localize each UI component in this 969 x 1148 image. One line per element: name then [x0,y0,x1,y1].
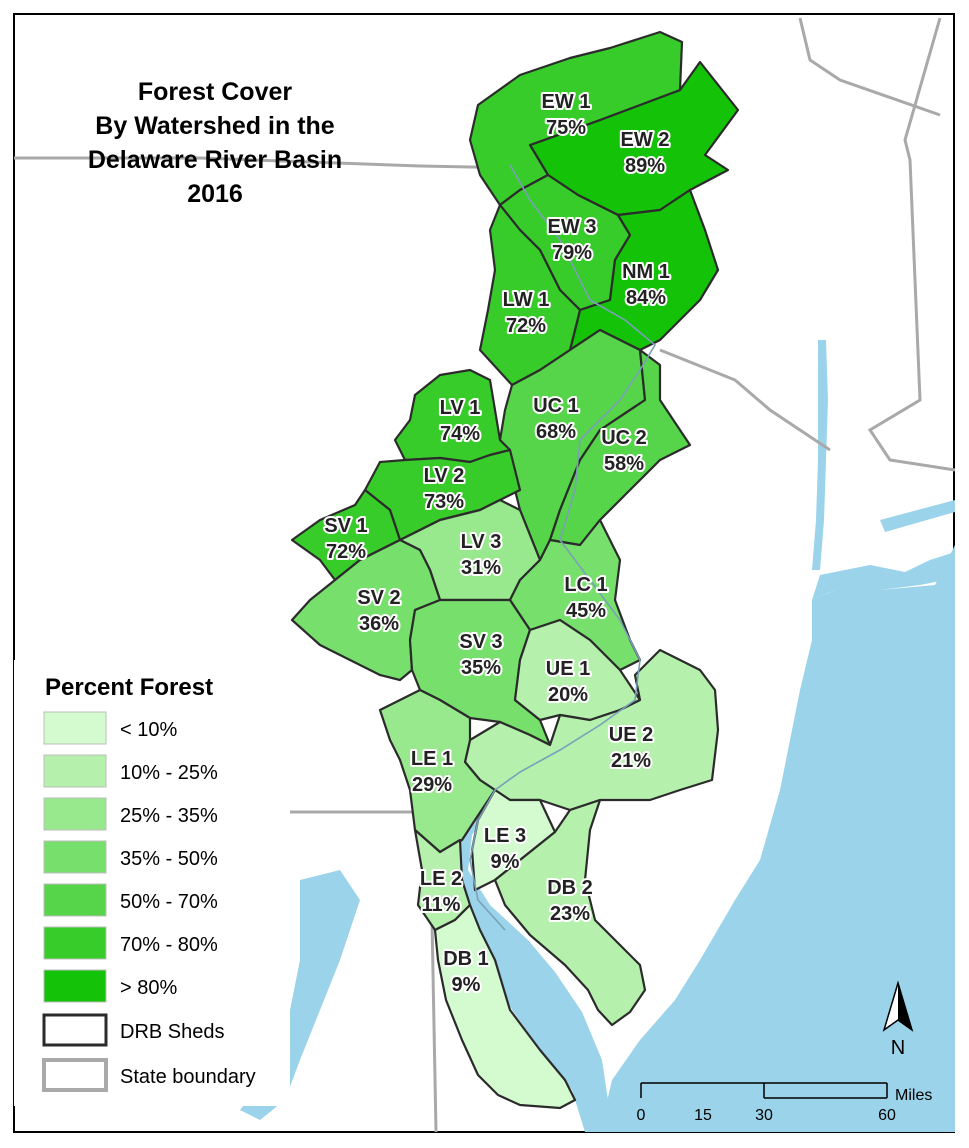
delaware-bay [458,795,608,1132]
label-pct-sv3: 35% [461,657,501,679]
scale-tick-60: 60 [878,1107,896,1124]
label-pct-lv3: 31% [461,557,501,579]
label-pct-nm1: 84% [626,287,666,309]
legend-label-drb-sheds: DRB Sheds [120,1021,225,1043]
label-pct-ew2: 89% [625,155,665,177]
long-island-sound [880,500,955,532]
ct-ny-line [798,17,941,117]
ny-nj-boundary [659,348,831,452]
label-code-uc2: UC 2 [601,427,647,449]
scale-bar: 0 15 30 60 Miles [637,1082,932,1124]
shed-sv1 [290,488,402,582]
raritan-bay [812,552,955,600]
label-pct-sv2: 36% [359,613,399,635]
label-pct-lv1: 74% [440,423,480,445]
label-code-ew3: EW 3 [548,216,597,238]
north-arrow-icon: N [882,980,914,1059]
map-title: Forest Cover By Watershed in the Delawar… [88,78,342,208]
legend-swatch-drb-sheds [42,1013,108,1047]
label-pct-uc2: 58% [604,453,644,475]
label-code-ew1: EW 1 [542,91,591,113]
label-code-lc1: LC 1 [564,574,607,596]
legend-swatch-0 [43,711,107,745]
ny-ct-boundary [867,17,956,472]
legend-swatch-6 [43,969,107,1003]
label-pct-le2: 11% [422,894,461,916]
legend-swatch-state-boundary [42,1058,108,1092]
label-code-sv2: SV 2 [357,587,400,609]
label-pct-le1: 29% [412,774,452,796]
shed-db2 [493,798,647,1027]
legend: Percent Forest < 10% 10% - 25% 25% - 35%… [14,660,290,1106]
legend-label-5: 70% - 80% [120,934,218,956]
label-code-ue2: UE 2 [609,724,653,746]
label-pct-uc1: 68% [536,421,576,443]
shed-ew1 [468,30,684,207]
legend-label-4: 50% - 70% [120,891,218,913]
label-code-nm1: NM 1 [622,261,670,283]
label-code-lw1: LW 1 [503,289,550,311]
label-code-db1: DB 1 [443,948,489,970]
scale-tick-0: 0 [637,1107,646,1124]
water-bodies [240,340,955,1132]
scale-tick-30: 30 [755,1107,773,1124]
title-line-3: Delaware River Basin [88,146,342,174]
label-pct-ue2: 21% [611,750,651,772]
label-pct-ew1: 75% [546,117,586,139]
label-code-lv2: LV 2 [424,465,465,487]
label-code-le3: LE 3 [484,825,526,847]
legend-label-state-boundary: State boundary [120,1066,256,1088]
legend-swatch-2 [43,797,107,831]
legend-label-3: 35% - 50% [120,848,218,870]
legend-label-0: < 10% [120,719,177,741]
label-pct-ue1: 20% [548,684,588,706]
label-pct-ew3: 79% [552,242,592,264]
legend-label-6: > 80% [120,977,177,999]
north-label: N [891,1037,905,1059]
shed-db1 [433,903,577,1110]
scale-tick-15: 15 [694,1107,712,1124]
label-code-sv1: SV 1 [324,515,367,537]
label-pct-lv2: 73% [424,491,464,513]
legend-title: Percent Forest [45,674,213,701]
scale-unit: Miles [895,1087,932,1104]
label-code-db2: DB 2 [547,877,593,899]
title-line-4: 2016 [187,180,243,208]
title-line-2: By Watershed in the [95,112,334,140]
label-pct-lc1: 45% [566,600,606,622]
label-code-lv3: LV 3 [461,531,502,553]
label-pct-db2: 23% [550,903,590,925]
delaware-river [469,164,657,931]
label-code-sv3: SV 3 [459,631,502,653]
label-code-ue1: UE 1 [546,658,590,680]
watershed-labels: EW 1 75% EW 2 89% EW 3 79% NM 1 84% LW 1… [322,89,672,998]
label-pct-le3: 9% [491,851,520,873]
label-code-ew2: EW 2 [621,129,670,151]
legend-label-2: 25% - 35% [120,805,218,827]
hudson-river [812,340,828,570]
label-code-le1: LE 1 [411,748,453,770]
label-pct-sv1: 72% [326,541,366,563]
legend-swatch-5 [43,926,107,960]
label-code-uc1: UC 1 [533,395,579,417]
legend-label-1: 10% - 25% [120,762,218,784]
watershed-polygons [290,30,740,1110]
legend-swatch-1 [43,754,107,788]
label-pct-lw1: 72% [506,315,546,337]
label-code-lv1: LV 1 [440,397,481,419]
title-line-1: Forest Cover [138,78,292,106]
chesapeake-inlet [240,870,360,1120]
legend-swatch-4 [43,883,107,917]
label-code-le2: LE 2 [420,868,462,890]
label-pct-db1: 9% [452,974,481,996]
legend-swatch-3 [43,840,107,874]
atlantic-ocean [600,545,955,1132]
